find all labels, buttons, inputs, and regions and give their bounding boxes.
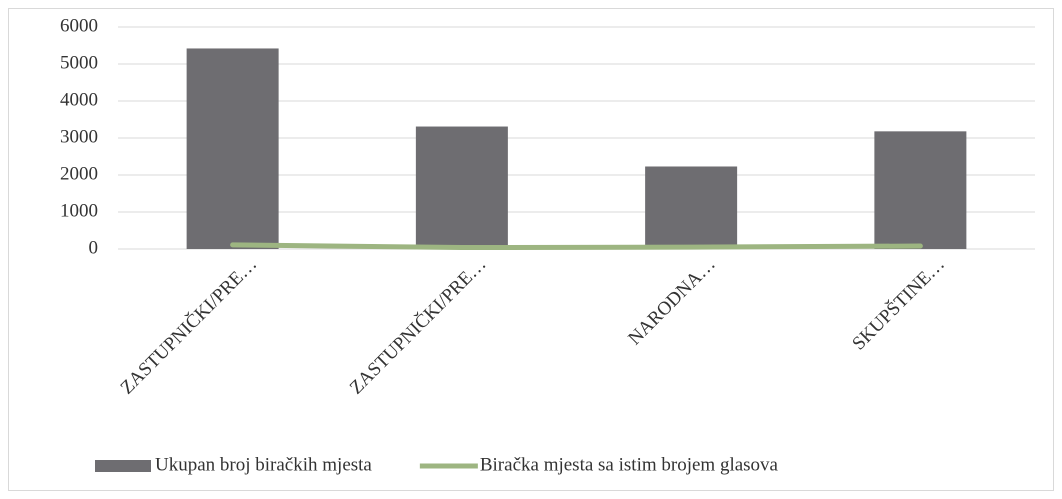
bar xyxy=(415,126,508,249)
bar xyxy=(186,48,279,250)
y-tick-label: 5000 xyxy=(60,52,98,73)
legend-label: Biračka mjesta sa istim brojem glasova xyxy=(480,454,779,475)
y-tick-label: 6000 xyxy=(60,15,98,36)
y-tick-label: 1000 xyxy=(60,200,98,221)
line xyxy=(230,242,923,251)
bar xyxy=(874,131,967,249)
legend-swatch xyxy=(95,460,151,472)
y-tick-label: 2000 xyxy=(60,163,98,184)
y-tick-label: 4000 xyxy=(60,89,98,110)
legend-label: Ukupan broj biračkih mjesta xyxy=(155,454,372,475)
y-tick-label: 3000 xyxy=(60,126,98,147)
y-tick-label: 0 xyxy=(89,237,99,258)
bar xyxy=(645,166,738,249)
